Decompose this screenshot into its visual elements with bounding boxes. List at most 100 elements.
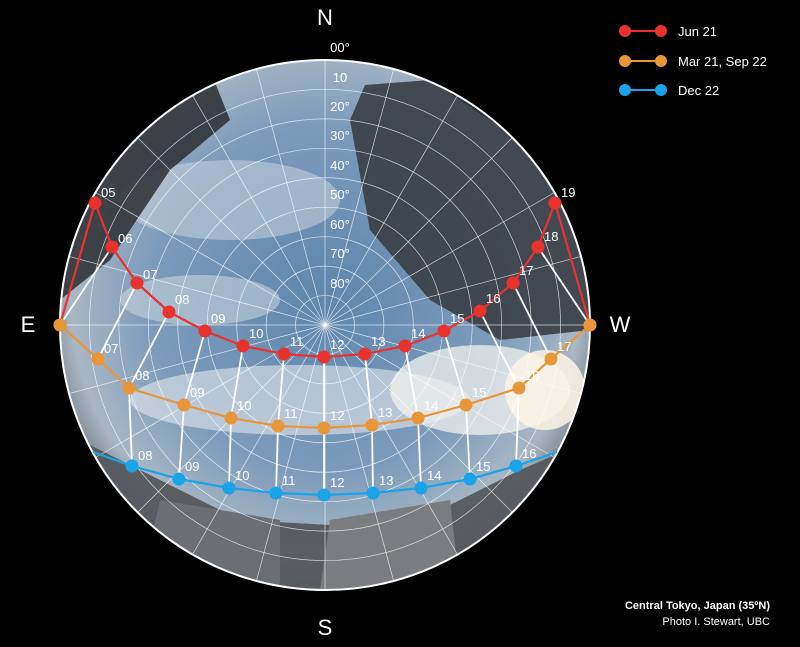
legend-item-equinox: Mar 21, Sep 22 [619,54,767,69]
azimuth-line [324,256,582,326]
sun-point [269,486,283,500]
sun-point [531,240,545,254]
hour-label: 10 [235,468,249,483]
hour-label: 15 [450,311,464,326]
azimuth-line [324,95,458,326]
sun-point [437,324,451,338]
sun-point [459,398,473,412]
compass-north: N [317,5,333,30]
sun-point [162,305,176,319]
hour-label: 09 [190,385,204,400]
sun-point [91,352,105,366]
altitude-label: 80° [330,276,350,291]
sun-point [414,481,428,495]
credit-photo: Photo I. Stewart, UBC [662,616,770,628]
sun-point [411,411,425,425]
legend-label-dec22: Dec 22 [678,83,719,98]
sun-point [125,459,139,473]
hour-line [97,282,138,360]
hour-label: 17 [519,263,533,278]
sun-point [130,276,144,290]
hour-label: 11 [284,406,298,421]
hour-label: 11 [290,334,304,349]
altitude-label: 40° [330,158,350,173]
legend-label-jun21: Jun 21 [678,24,717,39]
legend: Jun 21 Mar 21, Sep 22 Dec 22 [619,24,767,98]
sun-point [317,488,331,502]
azimuth-line [192,324,326,555]
sun-point [463,472,477,486]
altitude-labels: 00° 10 20° 30° 40° 50° 60° 70° 80° [330,40,350,291]
sun-point [548,196,562,210]
azimuth-line [324,324,458,555]
hour-label: 12 [330,475,344,490]
azimuth-line [95,324,326,458]
legend-item-jun21: Jun 21 [619,24,717,39]
altitude-label: 00° [330,40,350,55]
azimuth-line [324,192,555,326]
altitude-azimuth-grid [60,60,590,590]
sun-point [365,418,379,432]
altitude-label: 50° [330,187,350,202]
sun-point [224,411,238,425]
hour-label: 08 [138,448,152,463]
azimuth-line [68,256,326,326]
sun-point [358,347,372,361]
hour-label: 16 [486,291,500,306]
hour-label: 13 [379,473,393,488]
hour-label: 18 [544,229,558,244]
hour-label: 14 [427,468,441,483]
hour-label: 07 [104,341,118,356]
credit-location: Central Tokyo, Japan (35ºN) [625,600,770,612]
hour-label: 17 [557,339,571,354]
sun-point [177,398,191,412]
sun-point [222,481,236,495]
sun-point [198,324,212,338]
hour-label: 19 [561,185,575,200]
hour-label: 11 [282,473,296,488]
sun-point [172,472,186,486]
hour-label: 16 [525,368,539,383]
hour-label: 13 [371,334,385,349]
hour-label: 14 [424,398,438,413]
azimuth-line [324,324,394,582]
azimuth-line [137,137,326,326]
sun-point [544,352,558,366]
hour-label: 10 [249,326,263,341]
sun-point [277,347,291,361]
hour-label: 15 [476,459,490,474]
hour-label: 10 [237,398,251,413]
hour-line [59,246,113,326]
azimuth-line [256,324,326,582]
hour-label: 08 [135,368,149,383]
sun-point [88,196,102,210]
hour-line [537,246,591,326]
hour-label: 05 [101,185,115,200]
azimuth-line [256,68,326,326]
legend-label-equinox: Mar 21, Sep 22 [678,54,767,69]
altitude-label: 10 [333,70,347,85]
legend-item-dec22: Dec 22 [619,83,719,98]
azimuth-line [192,95,326,326]
hour-line [512,282,552,360]
altitude-label: 20° [330,99,350,114]
sun-point [317,421,331,435]
hour-label: 08 [175,292,189,307]
sun-point [236,339,250,353]
sun-point [53,318,67,332]
sun-point [317,350,331,364]
azimuth-line [324,137,513,326]
sun-point [583,318,597,332]
sun-point [105,240,119,254]
sun-point [512,381,526,395]
altitude-label: 70° [330,246,350,261]
hour-label: 16 [522,446,536,461]
compass-south: S [318,615,333,640]
hour-label: 07 [143,267,157,282]
sun-point [509,459,523,473]
altitude-label: 60° [330,217,350,232]
compass-east: E [21,312,36,337]
sun-point [506,276,520,290]
